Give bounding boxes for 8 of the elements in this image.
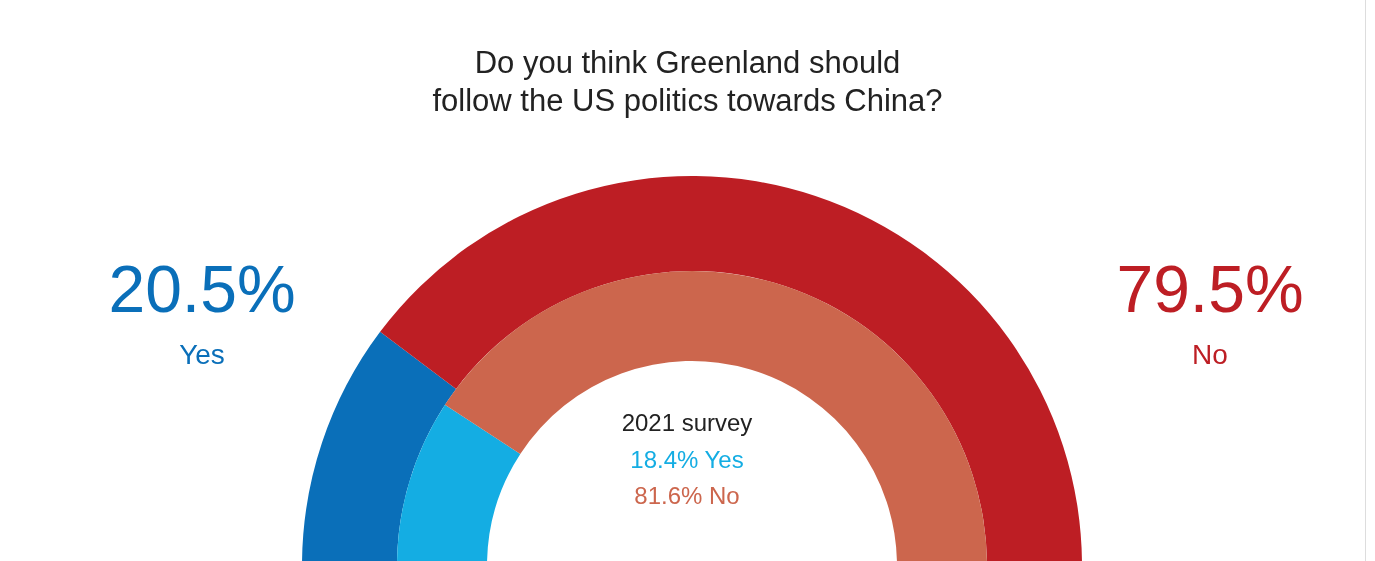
data-label: 79.5%: [1116, 252, 1304, 326]
chart-title: Do you think Greenland should follow the US politics towards China?: [431, 44, 944, 120]
data-label: 20.5%: [108, 252, 296, 326]
slice-label: Yes: [179, 339, 225, 370]
text: 18.4% Yes: [630, 446, 744, 473]
text: 81.6% No: [634, 482, 740, 509]
slice-label: No: [1192, 339, 1228, 370]
slice-label: 2021 survey: [621, 409, 753, 436]
